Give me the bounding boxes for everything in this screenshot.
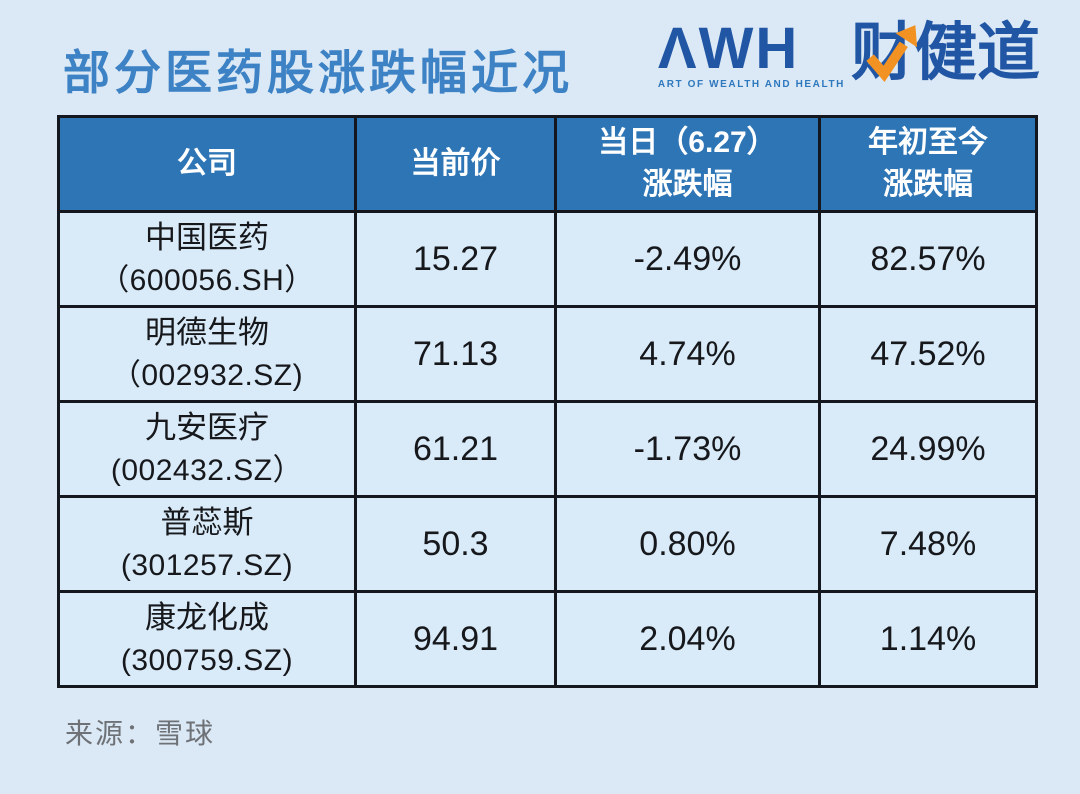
header-ytd-line1: 年初至今 <box>868 126 988 159</box>
awh-caijiandao-logo: ΛWH ART OF WEALTH AND HEALTH 财 健道 <box>657 16 1040 91</box>
header-company: 公司 <box>57 115 357 213</box>
brand-chinese-name: 财 健道 <box>851 20 1040 86</box>
cell-ytd-change: 24.99% <box>818 400 1038 498</box>
company-code: （002932.SZ) <box>110 359 304 393</box>
cell-day-change: 2.04% <box>554 590 821 688</box>
cell-day-change: 4.74% <box>554 305 821 403</box>
stock-table: 公司 当前价 当日（6.27） 涨跌幅 年初至今 涨跌幅 中国医药 （60005… <box>57 115 1038 688</box>
cell-company: 康龙化成 (300759.SZ) <box>57 590 357 688</box>
company-name: 康龙化成 <box>145 600 269 636</box>
cell-company: 普蕊斯 (301257.SZ) <box>57 495 357 593</box>
table-row: 中国医药 （600056.SH） 15.27 -2.49% 82.57% <box>57 210 1038 308</box>
cell-company: 明德生物 （002932.SZ) <box>57 305 357 403</box>
header-day-line1: 当日（6.27） <box>598 126 777 159</box>
header-day-change: 当日（6.27） 涨跌幅 <box>554 115 821 213</box>
company-name: 明德生物 <box>145 315 269 351</box>
awh-logo-block: ΛWH ART OF WEALTH AND HEALTH <box>657 16 845 91</box>
brand-rest-chars: 健道 <box>914 18 1040 88</box>
cell-price: 94.91 <box>354 590 557 688</box>
cell-day-change: -2.49% <box>554 210 821 308</box>
company-name: 普蕊斯 <box>160 505 254 541</box>
cell-day-change: 0.80% <box>554 495 821 593</box>
table-header-row: 公司 当前价 当日（6.27） 涨跌幅 年初至今 涨跌幅 <box>57 115 1038 213</box>
table-row: 明德生物 （002932.SZ) 71.13 4.74% 47.52% <box>57 305 1038 403</box>
cell-ytd-change: 47.52% <box>818 305 1038 403</box>
source-attribution: 来源：雪球 <box>65 718 216 749</box>
table-row: 普蕊斯 (301257.SZ) 50.3 0.80% 7.48% <box>57 495 1038 593</box>
cell-ytd-change: 1.14% <box>818 590 1038 688</box>
header-day-line2: 涨跌幅 <box>642 168 733 201</box>
cell-ytd-change: 82.57% <box>818 210 1038 308</box>
cell-ytd-change: 7.48% <box>818 495 1038 593</box>
company-name: 九安医疗 <box>145 410 269 446</box>
brand-first-char: 财 <box>851 18 918 88</box>
header-ytd-line2: 涨跌幅 <box>883 168 973 201</box>
cell-price: 71.13 <box>354 305 557 403</box>
company-code: (300759.SZ) <box>120 644 294 678</box>
page-title: 部分医药股涨跌幅近况 <box>63 46 573 99</box>
company-code: （600056.SH） <box>99 264 315 298</box>
cell-price: 15.27 <box>354 210 557 308</box>
cell-company: 中国医药 （600056.SH） <box>57 210 357 308</box>
cell-day-change: -1.73% <box>554 400 821 498</box>
awh-logo-text: ΛWH <box>657 16 800 81</box>
cell-price: 61.21 <box>354 400 557 498</box>
header-price: 当前价 <box>354 115 557 213</box>
brand-first-char-glyph: 财 <box>851 18 914 88</box>
cell-price: 50.3 <box>354 495 557 593</box>
table-row: 康龙化成 (300759.SZ) 94.91 2.04% 1.14% <box>57 590 1038 688</box>
table-row: 九安医疗 (002432.SZ） 61.21 -1.73% 24.99% <box>57 400 1038 498</box>
company-code: (301257.SZ) <box>120 549 294 583</box>
cell-company: 九安医疗 (002432.SZ） <box>57 400 357 498</box>
header-ytd-change: 年初至今 涨跌幅 <box>818 115 1038 213</box>
company-code: (002432.SZ） <box>110 454 304 488</box>
awh-logo-tagline: ART OF WEALTH AND HEALTH <box>657 79 845 90</box>
company-name: 中国医药 <box>145 220 269 256</box>
